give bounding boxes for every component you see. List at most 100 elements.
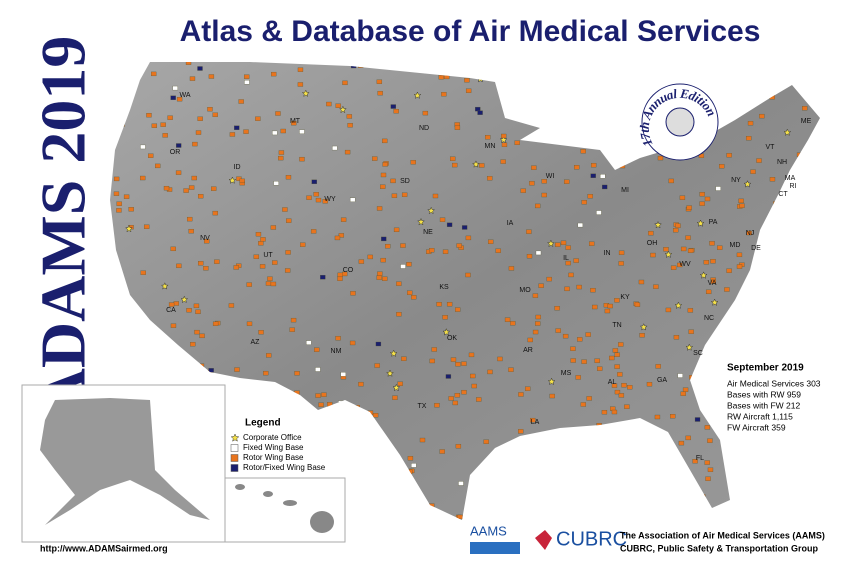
side-title: ADAMS 2019 [28, 36, 99, 415]
base-marker [111, 120, 117, 126]
star-marker [546, 239, 555, 248]
base-marker [816, 422, 820, 427]
star-marker [654, 220, 662, 229]
base-marker [284, 268, 291, 273]
base-marker [376, 206, 383, 211]
base-marker [244, 74, 250, 79]
base-marker [442, 249, 449, 254]
base-marker [767, 260, 774, 266]
base-marker [290, 317, 297, 323]
base-marker [185, 62, 192, 65]
base-marker [113, 67, 119, 73]
base-marker [350, 291, 356, 296]
star-marker [645, 467, 654, 475]
base-marker [285, 175, 292, 180]
base-marker [614, 364, 620, 369]
base-marker [775, 261, 782, 267]
state-label: SD [400, 178, 410, 185]
base-marker [183, 188, 189, 193]
state-label: ND [419, 125, 429, 132]
base-marker [735, 97, 742, 102]
stats-row: Bases with RW 959 [727, 389, 801, 399]
base-marker [689, 375, 695, 380]
star-marker [718, 62, 727, 71]
base-marker [310, 229, 317, 234]
base-marker [813, 328, 819, 333]
base-marker [607, 456, 613, 461]
base-marker [390, 104, 397, 109]
base-marker [188, 228, 194, 234]
base-marker [335, 336, 341, 341]
base-marker [570, 358, 576, 363]
base-marker [162, 133, 168, 138]
base-marker [151, 71, 157, 77]
base-marker [324, 471, 330, 476]
base-marker [750, 169, 756, 174]
base-marker [613, 67, 619, 72]
base-marker [678, 440, 685, 446]
base-marker [461, 225, 468, 230]
base-marker [533, 65, 540, 70]
base-marker [757, 97, 764, 102]
base-marker [565, 445, 571, 451]
base-marker [454, 393, 461, 398]
base-marker [666, 500, 672, 505]
base-marker [286, 218, 292, 223]
base-marker [715, 186, 721, 191]
stats-heading: September 2019 [727, 363, 804, 374]
base-marker [809, 370, 815, 375]
base-marker [175, 170, 182, 175]
star-marker [413, 91, 422, 99]
base-marker [773, 201, 779, 206]
star-marker [674, 301, 683, 309]
state-label: NE [423, 229, 433, 236]
base-marker [306, 340, 312, 345]
base-marker [465, 88, 472, 93]
base-marker [313, 192, 319, 197]
base-marker [393, 109, 399, 114]
base-marker [211, 186, 217, 191]
base-marker [382, 491, 389, 497]
base-marker [197, 66, 203, 71]
base-marker [796, 152, 803, 157]
base-marker [514, 140, 520, 145]
base-marker [400, 243, 406, 248]
base-marker [640, 451, 646, 456]
base-marker [228, 303, 235, 308]
base-marker [554, 305, 560, 311]
base-marker [191, 175, 197, 181]
base-marker [349, 340, 356, 346]
base-marker [321, 392, 327, 397]
base-marker [618, 393, 625, 398]
base-marker [176, 97, 183, 102]
base-marker [663, 73, 670, 79]
base-marker [512, 99, 519, 104]
base-marker [586, 396, 592, 401]
base-marker [113, 176, 120, 182]
base-marker [446, 302, 453, 307]
base-marker [441, 92, 447, 97]
base-marker [438, 75, 444, 80]
base-marker [475, 106, 481, 112]
state-label: NM [331, 348, 342, 355]
base-marker [452, 400, 458, 406]
base-marker [688, 329, 694, 334]
base-marker [439, 449, 445, 454]
base-marker [225, 398, 231, 404]
base-marker [479, 163, 485, 168]
base-marker [397, 381, 403, 386]
base-marker [719, 353, 726, 358]
base-marker [315, 197, 322, 203]
base-marker [565, 477, 571, 482]
base-marker [176, 143, 182, 148]
base-marker [238, 99, 244, 104]
base-marker [644, 69, 650, 74]
base-marker [186, 308, 192, 313]
logo-cubrc: CUBRC [556, 528, 627, 550]
state-label: OR [170, 149, 181, 156]
base-marker [377, 482, 384, 487]
state-label: CT [778, 191, 788, 198]
base-marker [699, 192, 705, 197]
base-marker [827, 350, 832, 354]
stats-row: RW Aircraft 1,115 [727, 411, 793, 421]
